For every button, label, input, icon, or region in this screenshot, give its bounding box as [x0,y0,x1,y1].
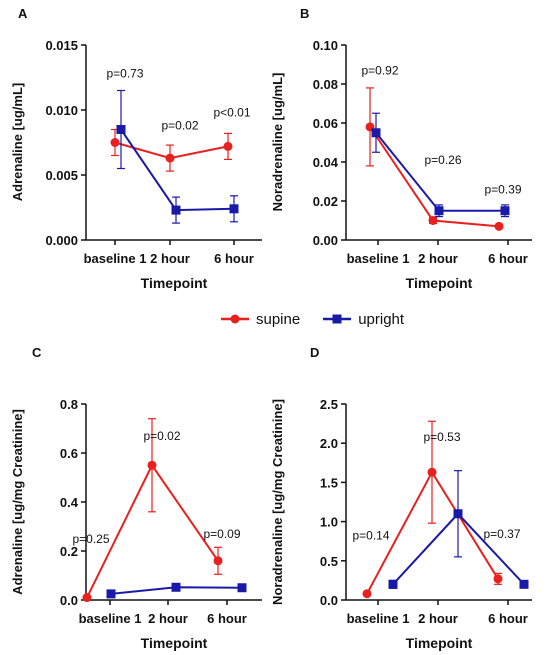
y-tick-label: 1.5 [320,475,338,490]
legend-label-supine: supine [256,310,301,328]
p-value-annotation: p=0.92 [361,63,398,77]
x-axis-title: Timepoint [141,635,208,651]
y-tick-label: 0.04 [313,155,339,170]
chart-panel-d: D 0.0 0.5 1.0 1.5 2.0 2.5 baseline 1 2 hour 6 hou… [270,345,532,651]
data-point-upright [116,125,126,134]
y-tick-label: 0.6 [60,446,78,461]
series-line-upright [120,128,235,212]
y-tick-label: 2.5 [320,397,338,412]
y-tick-label: 0.015 [45,38,78,53]
data-point-upright [229,204,239,214]
x-tick-label: 2 hour [150,251,190,266]
x-tick-label: 6 hour [214,251,254,266]
p-value-annotation: p=0.73 [106,67,143,81]
y-axis-title: Noradrenaline [ug/mL] [270,73,285,212]
p-value-annotation: p=0.14 [352,529,389,543]
y-tick-label: 1.0 [320,515,338,530]
x-tick-label: 2 hour [148,611,188,626]
data-point-supine [223,141,233,151]
data-point-upright [434,206,444,216]
legend: supine upright [0,306,550,332]
legend-label-upright: upright [358,310,405,328]
y-tick-label: 0.005 [45,168,78,183]
data-point-upright [371,128,381,138]
x-tick-label: 6 hour [488,251,528,266]
y-axis-title: Noradrenaline [ug/mg Creatinine] [270,399,285,605]
y-tick-label: 0.00 [313,233,338,248]
y-tick-label: 0.0 [320,593,338,608]
y-tick-label: 2.0 [320,436,338,451]
x-tick-label: baseline 1 [347,611,410,626]
chart-panel-c: C 0.0 0.2 0.4 0.6 0.8 baseline 1 2 hour 6 hour Ti… [10,345,262,651]
data-point-upright [237,583,247,593]
p-value-annotation: p=0.02 [161,119,198,133]
legend-item-supine: supine [220,311,300,328]
p-value-annotation: p<0.01 [213,106,250,120]
data-point-supine [362,589,372,599]
y-tick-label: 0.2 [60,544,78,559]
data-point-upright [106,589,116,599]
p-value-annotation: p=0.09 [203,527,240,541]
y-tick-label: 0.000 [45,233,78,248]
data-point-supine [110,138,120,147]
data-point-upright [171,582,181,592]
data-point-supine [213,556,223,566]
p-value-annotation: p=0.39 [484,182,521,196]
data-point-supine [82,593,92,603]
x-axis-title: Timepoint [141,275,208,291]
panel-label: D [310,345,319,360]
x-tick-label: 2 hour [418,611,458,626]
series-line-upright [375,132,505,212]
x-tick-label: 2 hour [418,251,458,266]
chart-panel-b: B 0.00 0.02 0.04 0.06 0.08 0.10 baseline 1 2 hou… [270,6,532,291]
x-tick-label: 6 hour [207,611,247,626]
y-tick-label: 0.02 [313,194,338,209]
y-tick-label: 0.06 [313,116,338,131]
y-tick-label: 0.8 [60,397,78,412]
x-tick-label: baseline 1 [347,251,410,266]
y-tick-label: 0.0 [60,593,78,608]
data-point-supine [147,460,157,470]
x-tick-label: baseline 1 [79,611,142,626]
panel-label: B [300,6,309,21]
y-axis-title: Adrenaline [ug/mg Creatinine] [10,409,25,595]
x-axis-title: Timepoint [406,635,473,651]
data-point-supine [493,574,503,584]
x-axis-title: Timepoint [406,275,473,291]
data-point-upright [519,579,529,589]
y-axis-title: Adrenaline [ug/mL] [10,83,25,201]
p-value-annotation: p=0.25 [72,532,109,546]
x-tick-label: 6 hour [488,611,528,626]
p-value-annotation: p=0.53 [423,430,460,444]
panel-label: A [18,6,28,21]
p-value-annotation: p=0.26 [424,153,461,167]
legend-item-upright: upright [322,311,404,328]
y-tick-label: 0.08 [313,77,338,92]
data-point-supine [494,221,504,231]
y-tick-label: 0.4 [60,495,79,510]
p-value-annotation: p=0.02 [143,429,180,443]
p-value-annotation: p=0.37 [483,527,520,541]
data-point-upright [453,509,463,519]
data-point-supine [165,153,175,163]
data-point-supine [427,467,437,477]
data-point-upright [388,579,398,589]
panel-label: C [32,345,42,360]
data-point-supine [428,216,438,225]
y-tick-label: 0.5 [320,554,338,569]
data-point-upright [500,206,510,216]
data-point-upright [171,205,181,215]
y-tick-label: 0.010 [45,103,78,118]
x-tick-label: baseline 1 [84,251,147,266]
y-tick-label: 0.10 [313,38,338,53]
